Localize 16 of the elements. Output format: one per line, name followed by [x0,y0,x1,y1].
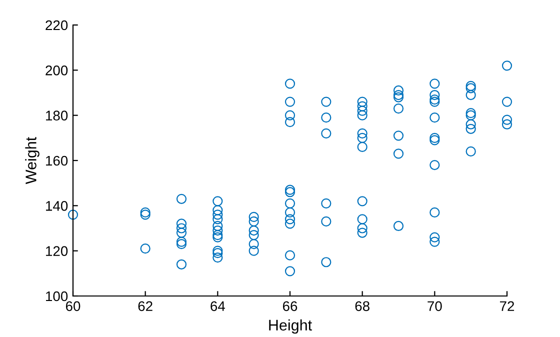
y-tick-label: 100 [46,291,68,302]
y-tick-label: 220 [46,20,68,30]
x-tick-label: 68 [355,301,370,312]
x-axis-title: Height [269,319,312,334]
y-tick-label: 160 [46,156,68,166]
y-tick-label: 200 [46,66,68,76]
x-tick-label: 60 [66,301,80,312]
x-tick-label: 72 [500,301,514,311]
x-tick-label: 70 [428,301,442,312]
x-tick-label: 64 [210,301,225,312]
y-axis-title: Weight [25,136,40,184]
y-tick-label: 140 [46,201,68,211]
y-tick-label: 180 [46,110,68,121]
x-tick-label: 62 [138,301,152,312]
y-tick-label: 120 [46,246,68,256]
x-tick-label: 66 [282,301,298,312]
